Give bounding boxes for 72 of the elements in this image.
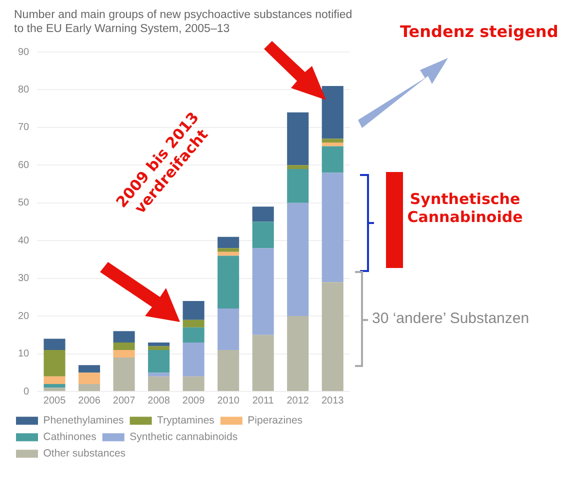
y-tick-label: 40 [18,235,30,246]
chart-title: Number and main groups of new psychoactive substances notified to the EU Early Warning System, 2005–13 [14,8,354,36]
x-tick-label: 2006 [78,395,101,406]
bar [252,222,274,248]
y-tick-label: 10 [18,348,30,360]
bar [78,365,100,373]
bar [148,346,170,350]
bar [148,342,170,346]
x-tick-label: 2005 [43,395,66,406]
text: 30 ‘andere’ Substanzen [372,310,530,327]
y-tick-label: 90 [18,46,30,58]
x-tick-label: 2008 [148,395,170,406]
bar [44,388,66,391]
bar [322,138,344,143]
bar [113,331,135,342]
bar [322,172,344,282]
bar [182,376,204,391]
bar [218,248,240,252]
legend-label: Piperazines [248,414,303,427]
bar [44,376,66,384]
bar [113,350,135,358]
bar [287,202,309,316]
bar [322,146,344,173]
bar [218,350,240,391]
bar [113,342,135,350]
bar [218,252,240,256]
x-tick-label: 2012 [286,395,310,406]
y-tick-label: 30 [18,273,30,284]
bar [287,316,309,391]
bar [182,300,204,320]
bar [252,206,274,222]
text: Tendenz steigend [400,22,558,41]
bar [148,350,170,373]
y-tick-label: 0 [24,386,30,398]
bar [78,384,100,391]
x-tick-label: 2013 [321,395,344,406]
bar [182,327,204,342]
legend-label: Other substances [43,448,126,460]
bar [252,334,274,391]
bar [287,168,309,203]
bar [252,248,274,335]
bar [322,282,344,391]
bar [182,342,204,376]
bar [148,376,170,391]
legend-label: Synthetic cannabinoids [130,431,238,444]
bar [322,142,344,146]
x-tick-label: 2010 [217,395,240,406]
legend-label: Phenethylamines [43,414,124,427]
bar [44,384,66,388]
bar [218,236,240,248]
y-tick-label: 50 [18,198,30,209]
bar [218,308,240,350]
y-tick-label: 80 [18,84,30,96]
bar [287,112,309,166]
bar [44,338,66,350]
bar [182,320,204,328]
text: Synthetische Cannabinoide [406,190,524,226]
legend-label: Cathinones [43,431,96,444]
y-tick-label: 70 [18,122,30,134]
bar [113,358,135,391]
legend-label: Tryptamines [157,414,214,427]
y-tick-label: 60 [18,160,30,171]
bar [44,350,66,376]
bar [287,165,309,169]
x-tick-label: 2007 [112,395,136,406]
bar [78,372,100,384]
bar [148,372,170,376]
y-tick-label: 20 [18,310,30,322]
x-tick-label: 2009 [182,395,206,406]
x-tick-label: 2011 [252,395,274,406]
bar [218,256,240,309]
bar [322,86,344,139]
